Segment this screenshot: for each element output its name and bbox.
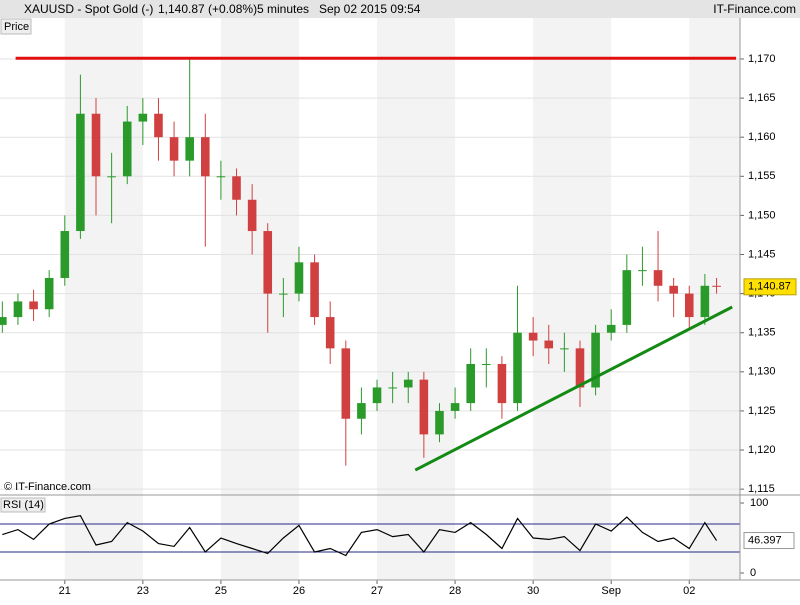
header-timestamp: Sep 02 2015 09:54	[319, 2, 421, 16]
candle-body	[325, 317, 335, 349]
last-price-label: 1,140.87	[748, 281, 791, 293]
y-tick-label: 100	[750, 497, 768, 509]
candle-body	[450, 403, 460, 411]
candle-body	[60, 231, 70, 278]
candle-body	[591, 332, 600, 388]
candle-body	[497, 363, 507, 404]
header-title: XAUUSD - Spot Gold (-)	[24, 2, 153, 16]
candle-body	[279, 293, 288, 295]
candle-body	[638, 270, 647, 272]
candle-body	[247, 199, 257, 232]
y-tick-label: 1,135	[748, 327, 776, 339]
candle-body	[13, 301, 23, 318]
candle-body	[341, 348, 351, 419]
candle-body	[466, 363, 475, 404]
candle-body	[310, 262, 319, 318]
y-tick-label: 1,125	[748, 405, 776, 417]
candle-body	[482, 363, 491, 365]
y-tick-label: 1,130	[748, 366, 776, 378]
panel-label-box	[0, 18, 32, 35]
candle-body	[91, 113, 101, 177]
candle-body	[294, 262, 304, 294]
candle-body	[154, 113, 163, 138]
candle-body	[528, 332, 538, 341]
candle-body	[435, 410, 444, 435]
copyright: © IT-Finance.com	[4, 481, 91, 493]
candle-body	[169, 137, 179, 161]
rsi-label-box	[0, 497, 46, 513]
candle-body	[622, 270, 632, 325]
y-tick-label: 1,145	[748, 248, 776, 260]
rsi-line	[2, 514, 718, 557]
x-tick-label: 27	[371, 585, 383, 597]
trend-line	[414, 305, 733, 472]
day-band	[689, 18, 740, 580]
x-tick-label: Sep	[601, 585, 621, 597]
candle-body	[201, 137, 210, 177]
background-layer	[0, 18, 740, 580]
candle-body	[263, 231, 273, 294]
y-tick-label: 0	[750, 567, 756, 579]
y-tick-label: 1,170	[748, 53, 776, 65]
day-band	[377, 18, 456, 580]
x-tick-label: 02	[683, 585, 695, 597]
candle-body	[606, 324, 616, 333]
day-band	[64, 18, 143, 580]
candle-body	[44, 277, 54, 310]
candle-body	[216, 176, 226, 178]
panel-label: Price	[4, 21, 29, 33]
candle-body	[684, 293, 694, 318]
candle-body	[403, 379, 413, 388]
candle-body	[419, 379, 429, 435]
header-quote: 1,140.87 (+0.08%)	[158, 2, 257, 16]
y-tick-label: 1,160	[748, 131, 776, 143]
x-tick-label: 25	[215, 585, 227, 597]
x-tick-label: 30	[527, 585, 539, 597]
last-price-box	[743, 278, 797, 296]
y-tick-label: 1,120	[748, 444, 776, 456]
candle-body	[107, 176, 116, 178]
y-tick-label: 1,155	[748, 170, 776, 182]
x-tick-label: 21	[59, 585, 71, 597]
candle-body	[185, 137, 194, 161]
candle-body	[669, 285, 678, 294]
header-bar	[0, 0, 800, 18]
rsi-last-label: 46.397	[748, 534, 782, 546]
candle-body	[122, 121, 132, 177]
candle-body	[653, 270, 663, 286]
candle-body	[700, 285, 710, 318]
candle-body	[76, 113, 85, 232]
candle-body	[560, 348, 569, 350]
day-band	[533, 18, 612, 580]
rsi-last-box	[743, 532, 795, 550]
candle-body	[372, 387, 382, 404]
candle-body	[712, 285, 721, 287]
candle-body	[544, 340, 554, 349]
main-layer: 21 23 25 26 27 28 30 Sep 02 1,115 1,120 1,125 1,130 1…	[0, 53, 797, 597]
x-tick-label: 26	[293, 585, 305, 597]
candle-body	[29, 301, 38, 310]
y-tick-label: 1,115	[748, 483, 775, 495]
candle-body	[575, 348, 585, 388]
candle-body	[232, 176, 241, 200]
y-tick-label: 1,150	[748, 209, 776, 221]
candle-body	[513, 332, 522, 404]
x-tick-label: 23	[137, 585, 149, 597]
candle-body	[138, 113, 148, 122]
candle-body	[357, 403, 366, 419]
header-interval: 5 minutes	[257, 2, 309, 16]
day-band	[220, 18, 299, 580]
x-tick-label: 28	[449, 585, 461, 597]
candle-body	[0, 317, 7, 325]
header-brand: IT-Finance.com	[713, 2, 796, 16]
candle-body	[388, 387, 397, 389]
y-tick-label: 1,165	[748, 92, 776, 104]
rsi-label: RSI (14)	[3, 499, 44, 511]
